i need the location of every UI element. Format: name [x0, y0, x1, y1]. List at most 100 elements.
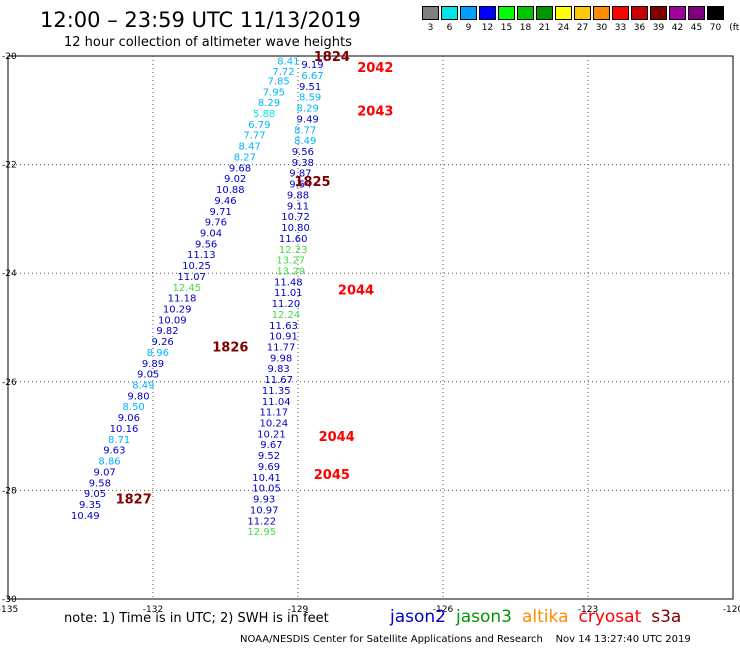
wave-height-label: 11.01	[274, 288, 303, 299]
color-swatch-label: 70	[709, 23, 722, 33]
color-swatch-label: 12	[481, 23, 494, 33]
wave-height-label: 11.48	[274, 277, 303, 288]
wave-height-label: 10.05	[252, 484, 281, 495]
color-swatch	[650, 6, 667, 20]
wave-height-label: 9.54	[289, 180, 311, 191]
page-title: 12:00 – 23:59 UTC 11/13/2019	[40, 8, 361, 32]
pass-time-label: 2045	[314, 468, 350, 483]
x-tick-label: -123	[578, 605, 598, 615]
y-tick-label: -24	[2, 269, 17, 279]
wave-height-label: 6.79	[248, 120, 270, 131]
wave-height-label: 9.07	[94, 467, 116, 478]
wave-height-label: 11.17	[260, 408, 289, 419]
wave-height-label: 11.35	[262, 386, 291, 397]
pass-time-label: 1827	[116, 493, 152, 508]
color-swatch	[688, 6, 705, 20]
pass-time-label: 1826	[212, 341, 248, 356]
wave-height-label: 9.11	[287, 201, 309, 212]
color-scale-unit: (ft)	[729, 23, 740, 33]
wave-height-label: 11.04	[262, 397, 291, 408]
wave-height-label: 9.49	[297, 114, 319, 125]
legend-entry: cryosat	[578, 607, 642, 627]
wave-height-label: 9.05	[137, 370, 159, 381]
wave-height-label: 9.38	[292, 158, 314, 169]
wave-height-label: 8.50	[123, 402, 145, 413]
legend-entry: s3a	[651, 607, 682, 627]
wave-height-label: 8.59	[299, 93, 321, 104]
pass-time-label: 2043	[357, 104, 393, 119]
wave-height-label: 9.06	[118, 413, 140, 424]
color-swatch	[498, 6, 515, 20]
wave-height-label: 10.72	[281, 212, 310, 223]
color-swatch-label: 6	[446, 23, 453, 33]
wave-height-label: 8.29	[258, 98, 280, 109]
x-tick-label: -135	[0, 605, 18, 615]
wave-height-label: 12.24	[272, 310, 301, 321]
wave-height-label: 10.09	[158, 315, 187, 326]
wave-height-label: 10.97	[250, 505, 279, 516]
wave-height-label: 12.23	[279, 245, 308, 256]
wave-height-label: 9.26	[152, 337, 174, 348]
color-swatch-label: 42	[671, 23, 684, 33]
wave-height-label: 8.77	[294, 125, 316, 136]
color-swatch-label: 30	[595, 23, 608, 33]
x-tick-label: -129	[288, 605, 309, 615]
wave-height-label: 11.63	[269, 321, 298, 332]
wave-height-label: 9.67	[260, 440, 282, 451]
wave-height-label: 9.83	[268, 364, 290, 375]
color-swatch	[631, 6, 648, 20]
satellite-legend: jason2 jason3 altika cryosat s3a	[390, 607, 691, 627]
wave-height-label: 9.51	[299, 82, 321, 93]
footnote: note: 1) Time is in UTC; 2) SWH is in fe…	[64, 611, 329, 626]
credit-line: NOAA/NESDIS Center for Satellite Applica…	[240, 634, 691, 645]
wave-height-label: 5.88	[253, 109, 275, 120]
wave-height-label: 8.47	[239, 142, 261, 153]
wave-height-label: 9.71	[210, 207, 232, 218]
wave-height-label: 12.95	[247, 527, 276, 538]
wave-height-label: 10.29	[163, 304, 192, 315]
wave-height-label: 7.85	[268, 76, 290, 87]
color-swatch	[517, 6, 534, 20]
wave-height-label: 9.80	[127, 391, 149, 402]
wave-height-label: 8.29	[297, 104, 319, 115]
wave-height-label: 11.18	[168, 294, 197, 305]
color-swatch	[593, 6, 610, 20]
wave-height-label: 11.67	[264, 375, 293, 386]
wave-height-label: 9.63	[103, 446, 125, 457]
wave-height-label: 9.98	[270, 353, 292, 364]
wave-height-label: 9.68	[229, 163, 251, 174]
pass-time-label: 1825	[294, 175, 330, 190]
y-tick-label: -26	[2, 378, 17, 388]
wave-height-label: 8.41	[277, 56, 299, 67]
color-swatch	[460, 6, 477, 20]
color-swatch-label: 3	[427, 23, 434, 33]
color-swatch-label: 45	[690, 23, 703, 33]
color-swatch-label: 21	[538, 23, 551, 33]
wave-height-label: 9.89	[142, 359, 164, 370]
plot-frame	[7, 55, 734, 600]
legend-entry: jason2	[390, 607, 446, 627]
wave-height-label: 7.95	[263, 87, 285, 98]
color-swatch	[669, 6, 686, 20]
color-swatch-label: 9	[465, 23, 472, 33]
wave-height-label: 11.07	[177, 272, 206, 283]
wave-height-label: 11.20	[272, 299, 301, 310]
wave-height-label: 9.93	[253, 495, 275, 506]
wave-height-label: 13.29	[276, 266, 305, 277]
x-tick-label: -126	[433, 605, 454, 615]
wave-height-label: 11.22	[247, 516, 276, 527]
color-swatch	[536, 6, 553, 20]
color-swatch-label: 27	[576, 23, 589, 33]
wave-height-label: 11.60	[279, 234, 308, 245]
color-swatch	[441, 6, 458, 20]
wave-height-label: 10.49	[71, 511, 100, 522]
y-tick-label: -28	[2, 486, 17, 496]
color-swatch-label: 33	[614, 23, 627, 33]
wave-height-label: 9.82	[156, 326, 178, 337]
wave-height-label: 8.71	[108, 435, 130, 446]
wave-height-label: 10.21	[257, 429, 286, 440]
x-tick-label: -120	[723, 605, 740, 615]
wave-height-label: 9.04	[200, 228, 222, 239]
wave-height-label: 9.02	[224, 174, 246, 185]
